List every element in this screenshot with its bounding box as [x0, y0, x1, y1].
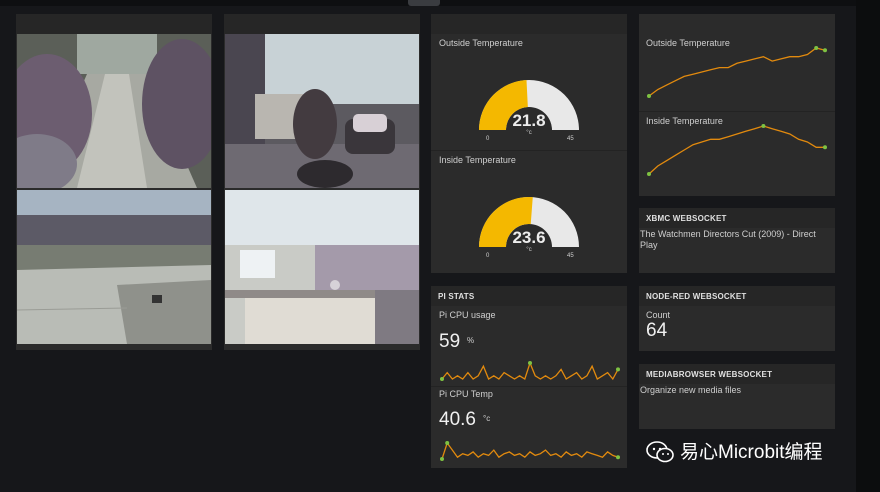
- inside-temperature-trend-chart: [647, 124, 827, 176]
- pi-cpu-temp-trend-point-last: [616, 455, 620, 460]
- top-bar: [0, 0, 880, 6]
- xbmc-title: XBMC WEBSOCKET: [646, 214, 727, 223]
- mediabrowser-title: MEDIABROWSER WEBSOCKET: [646, 370, 773, 379]
- outside-gauge-min: 0: [486, 136, 490, 142]
- outside-temperature-trend-point-last: [823, 48, 827, 53]
- inside-temperature-gauge: [479, 196, 579, 247]
- camera-feed-kitchen[interactable]: [225, 190, 419, 344]
- inside-gauge-unit: °c: [526, 247, 532, 253]
- pi-stats-pane: PI STATS Pi CPU usage 59 % Pi CPU Temp 4…: [431, 286, 627, 468]
- xbmc-now-playing: The Watchmen Directors Cut (2009) - Dire…: [640, 229, 816, 250]
- pi-cpu-temp-trend-point-first: [440, 457, 444, 461]
- pi-cpu-usage-trend-point-max: [528, 361, 532, 365]
- gauges-pane-header: [431, 14, 627, 34]
- pi-cpu-usage-trend-line: [441, 361, 619, 381]
- camera-pane-right: [224, 14, 420, 350]
- wechat-icon: [646, 441, 674, 463]
- xbmc-header: XBMC WEBSOCKET: [639, 208, 835, 228]
- cpu-usage-value: 59: [439, 331, 461, 352]
- pi-cpu-temp-trend-line: [441, 441, 619, 460]
- inside-temperature-trend-point-first: [647, 172, 651, 176]
- inside-gauge-label: Inside Temperature: [439, 155, 516, 165]
- pi-cpu-temp-trend-point-max: [445, 441, 450, 445]
- camera-feed-front-walkway[interactable]: [17, 34, 211, 188]
- cpu-usage-sparkline: [440, 361, 620, 381]
- outside-gauge-value: 21.8: [512, 111, 546, 130]
- nodered-pane: NODE-RED WEBSOCKET Count 64: [639, 286, 835, 351]
- inside-temperature-trend-line: [648, 125, 825, 175]
- camera-pane-header: [224, 14, 420, 34]
- outside-temperature-trend-chart: [647, 46, 827, 98]
- inside-trend-label: Inside Temperature: [646, 116, 723, 126]
- top-pull-tab[interactable]: [408, 0, 440, 6]
- outside-temperature-gauge: [479, 80, 579, 130]
- outside-temperature-trend-point-max: [814, 46, 819, 50]
- camera-pane-header: [16, 14, 212, 34]
- camera-feed-patio[interactable]: [225, 34, 419, 188]
- inside-gauge-max: 45: [567, 253, 574, 259]
- xbmc-pane: XBMC WEBSOCKET The Watchmen Directors Cu…: [639, 208, 835, 273]
- outside-temperature-trend-point-first: [647, 94, 651, 98]
- mediabrowser-pane: MEDIABROWSER WEBSOCKET Organize new medi…: [639, 364, 835, 429]
- nodered-count-label: Count: [646, 310, 671, 320]
- pi-cpu-usage-trend-point-last: [616, 367, 620, 372]
- outside-gauge-max: 45: [567, 136, 574, 142]
- pi-cpu-usage-trend-point-first: [440, 377, 444, 381]
- right-edge: [856, 0, 880, 492]
- watermark-text: 易心Microbit编程: [680, 442, 823, 463]
- outside-trend-label: Outside Temperature: [646, 38, 730, 48]
- nodered-title: NODE-RED WEBSOCKET: [646, 292, 747, 301]
- trend-pane: Outside Temperature Inside Temperature: [639, 14, 835, 196]
- pi-stats-divider: [431, 386, 627, 387]
- inside-temperature-trend-point-last: [823, 145, 827, 150]
- inside-temperature-trend-point-max: [761, 124, 766, 128]
- outside-temperature-trend-line: [648, 47, 826, 97]
- cpu-temp-sparkline: [440, 441, 620, 461]
- gauges-pane: Outside Temperature 21.8 °c 0 45 Inside …: [431, 14, 627, 273]
- outside-gauge-label: Outside Temperature: [439, 38, 523, 48]
- mediabrowser-header: MEDIABROWSER WEBSOCKET: [639, 364, 835, 384]
- cpu-temp-unit: °c: [483, 414, 491, 423]
- cpu-usage-label: Pi CPU usage: [439, 310, 496, 320]
- nodered-header: NODE-RED WEBSOCKET: [639, 286, 835, 306]
- camera-pane-left: [16, 14, 212, 350]
- trend-divider: [639, 111, 835, 112]
- inside-gauge-value: 23.6: [512, 228, 546, 247]
- nodered-count-value: 64: [646, 320, 668, 341]
- outside-gauge-unit: °c: [526, 130, 532, 136]
- cpu-temp-label: Pi CPU Temp: [439, 389, 493, 399]
- camera-feed-driveway[interactable]: [17, 190, 211, 344]
- inside-gauge-min: 0: [486, 253, 490, 259]
- mediabrowser-status: Organize new media files: [640, 385, 742, 395]
- pi-stats-title: PI STATS: [438, 292, 475, 301]
- pi-stats-header: PI STATS: [431, 286, 627, 306]
- cpu-usage-unit: %: [467, 336, 475, 345]
- cpu-temp-value: 40.6: [439, 409, 476, 430]
- gauge-divider: [431, 150, 627, 151]
